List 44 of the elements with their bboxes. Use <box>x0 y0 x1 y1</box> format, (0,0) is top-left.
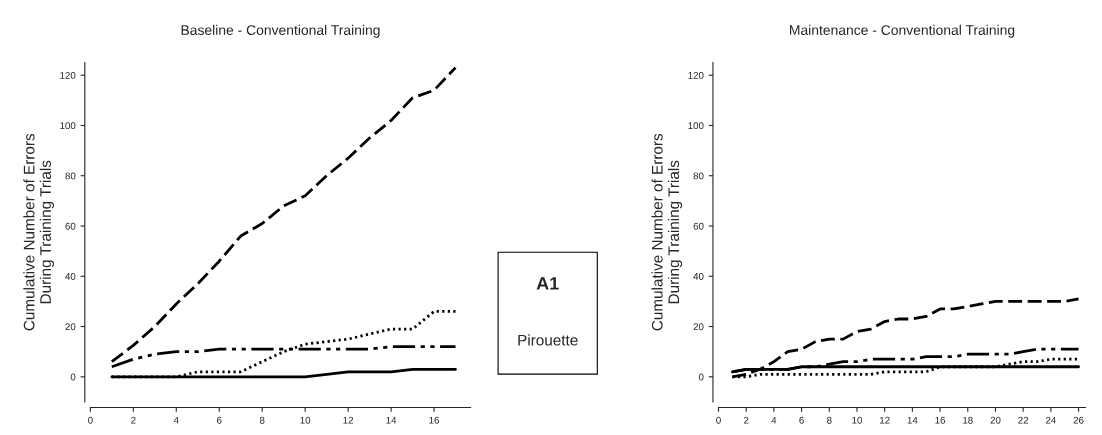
y-tick-label: 80 <box>65 172 76 180</box>
y-tick-label: 80 <box>693 172 704 180</box>
x-tick-label: 10 <box>852 416 863 424</box>
y-tick-label: 40 <box>65 273 76 280</box>
chart-title: Baseline - Conventional Training <box>181 24 380 38</box>
text: A1 <box>536 277 559 290</box>
x-tick-label: 16 <box>935 416 946 424</box>
y-tick-label: 120 <box>688 71 704 79</box>
y-tick-label: 120 <box>60 71 76 79</box>
x-tick-label: 0 <box>88 416 93 424</box>
x-tick-label: 4 <box>173 416 179 424</box>
x-tick-label: 24 <box>1045 416 1056 424</box>
y-tick-label: 0 <box>698 373 704 381</box>
y-tick-label: 40 <box>693 273 704 280</box>
y-tick-label: 60 <box>65 222 76 230</box>
x-tick-label: 4 <box>771 416 777 424</box>
x-tick-label: 14 <box>386 416 397 424</box>
y-tick-label: 100 <box>688 122 704 130</box>
x-tick-label: 18 <box>963 416 973 424</box>
x-tick-label: 22 <box>1018 416 1029 424</box>
x-tick-label: 0 <box>716 416 721 424</box>
x-tick-label: 12 <box>343 416 354 424</box>
x-tick-label: 2 <box>131 416 136 424</box>
x-tick-label: 16 <box>429 416 440 424</box>
line-series <box>110 66 457 364</box>
y-tick-label: 0 <box>70 373 76 381</box>
y-tick-label: 100 <box>60 122 76 130</box>
x-tick-label: 8 <box>259 416 265 424</box>
x-tick-label: 12 <box>880 416 890 424</box>
x-tick-label: 10 <box>300 416 311 424</box>
x-tick-label: 6 <box>217 416 222 424</box>
y-axis-title: Cumulative Number of Errors During Training Trials <box>651 133 683 331</box>
x-tick-label: 14 <box>907 416 918 424</box>
x-tick-label: 6 <box>799 416 804 424</box>
x-tick-label: 20 <box>990 416 1001 424</box>
y-axis-title: Cumulative Number of Errors During Training Trials <box>23 133 55 331</box>
x-tick-label: 26 <box>1073 416 1084 424</box>
y-tick-label: 20 <box>693 323 704 331</box>
x-tick-label: 8 <box>827 416 832 424</box>
y-tick-label: 60 <box>693 222 704 230</box>
chart-title: Maintenance - Conventional Training <box>790 24 1015 38</box>
x-tick-label: 2 <box>743 416 749 424</box>
text: Pirouette <box>518 334 578 346</box>
y-tick-label: 20 <box>65 323 76 331</box>
